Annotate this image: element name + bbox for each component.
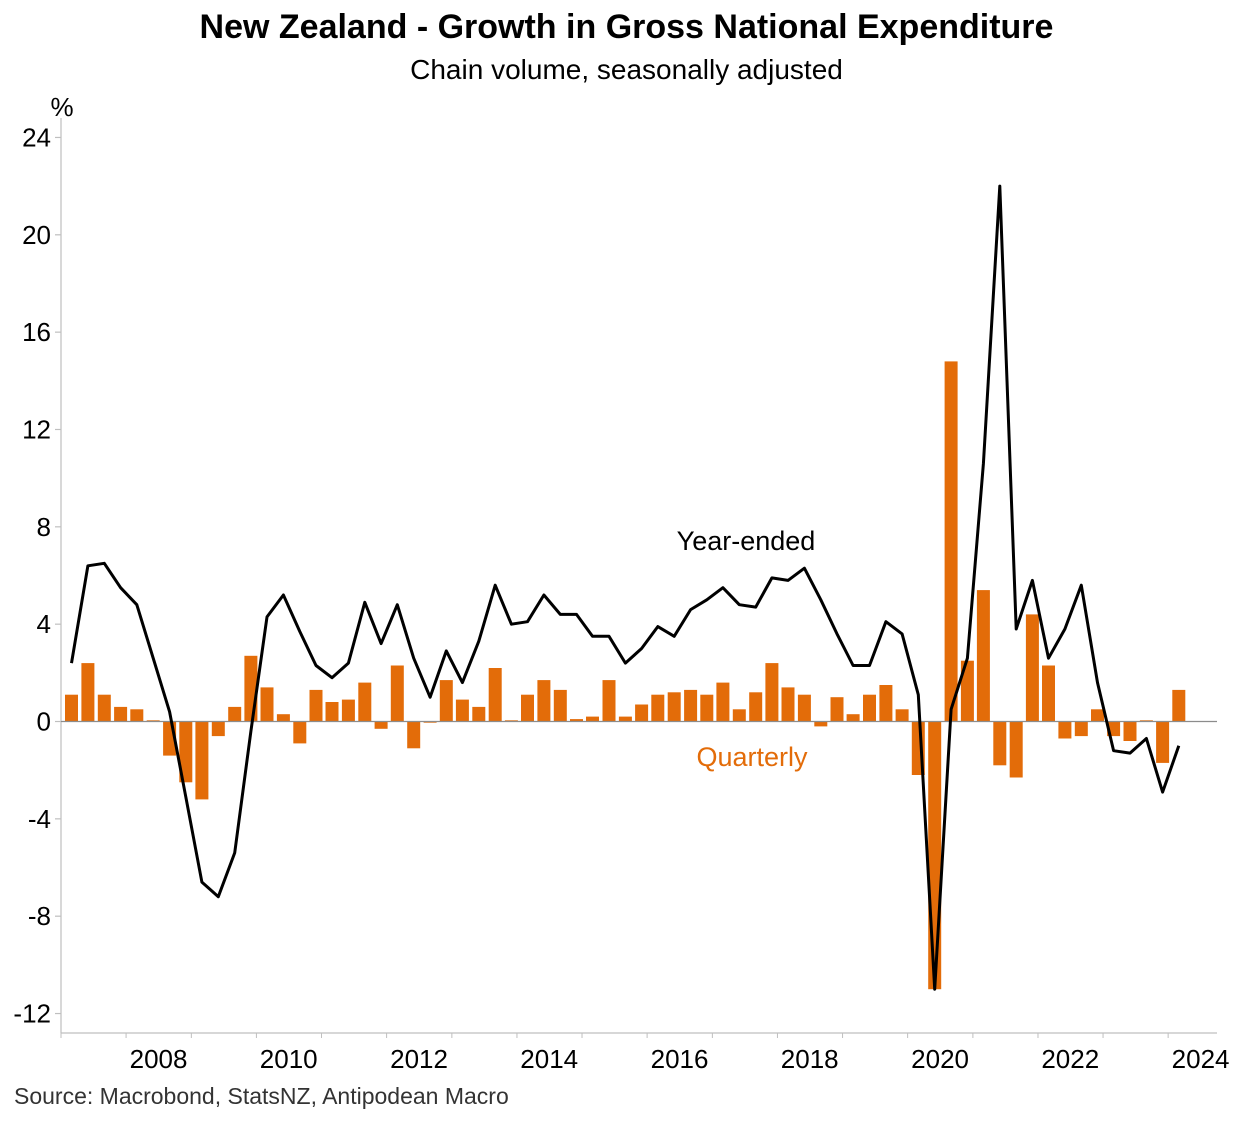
quarterly-bar [781, 687, 795, 722]
quarterly-bar [749, 692, 763, 722]
quarterly-bar [586, 716, 599, 722]
quarterly-bar [130, 709, 144, 722]
quarterly-bar [814, 721, 828, 727]
quarterly-bar [521, 694, 534, 722]
quarterly-bar [228, 706, 242, 722]
quarterly-bar [700, 694, 714, 722]
y-tick-label: 20 [22, 220, 51, 250]
quarterly-bar [293, 721, 307, 744]
chart-title: New Zealand - Growth in Gross National E… [199, 8, 1054, 46]
quarterly-bars [65, 361, 1186, 990]
source-note: Source: Macrobond, StatsNZ, Antipodean M… [14, 1083, 509, 1109]
quarterly-bar [553, 689, 567, 722]
x-tick-label: 2012 [390, 1044, 448, 1074]
quarterly-bar [944, 361, 958, 722]
quarterly-bar [390, 665, 404, 722]
quarterly-bar [325, 702, 339, 722]
quarterly-bar [341, 699, 355, 722]
y-tick-label: -4 [28, 804, 51, 834]
quarterly-bar [407, 721, 421, 749]
quarterly-bar [195, 721, 209, 800]
quarterly-bar [1123, 721, 1137, 741]
quarterly-bar [1025, 614, 1039, 722]
quarterly-bar [455, 699, 469, 722]
quarterly-bar [537, 680, 551, 722]
quarterly-series-label: Quarterly [696, 742, 808, 772]
quarterly-bar [97, 694, 111, 722]
quarterly-bar [732, 709, 746, 722]
axes [55, 118, 1217, 1038]
y-tick-label: 4 [37, 609, 51, 639]
chart-subtitle: Chain volume, seasonally adjusted [410, 54, 843, 85]
x-tick-label: 2010 [260, 1044, 318, 1074]
quarterly-bar [211, 721, 225, 737]
quarterly-bar [879, 685, 893, 722]
x-tick-label: 2018 [781, 1044, 839, 1074]
quarterly-bar [504, 720, 518, 722]
quarterly-bar [146, 720, 160, 722]
quarterly-bar [488, 668, 502, 722]
quarterly-bar [976, 590, 990, 722]
quarterly-bar [1074, 721, 1088, 737]
y-tick-label: 24 [22, 122, 51, 152]
quarterly-bar [260, 687, 274, 722]
year-ended-line [70, 184, 1181, 991]
quarterly-bar [1058, 721, 1072, 739]
quarterly-bar [765, 663, 779, 722]
quarterly-bar [439, 680, 453, 722]
x-tick-label: 2024 [1172, 1044, 1230, 1074]
quarterly-bar [374, 721, 388, 729]
quarterly-bar [830, 697, 844, 722]
y-tick-label: 0 [37, 707, 51, 737]
quarterly-bar [1172, 689, 1186, 722]
y-tick-label: -8 [28, 901, 51, 931]
quarterly-bar [472, 706, 486, 722]
quarterly-bar [358, 682, 372, 722]
year-ended-line-group [70, 184, 1181, 991]
quarterly-bar [863, 694, 876, 722]
quarterly-bar [797, 694, 811, 722]
x-tick-label: 2016 [651, 1044, 709, 1074]
quarterly-bar [1091, 709, 1104, 722]
quarterly-bar [309, 689, 323, 722]
quarterly-bar [667, 692, 681, 722]
quarterly-bar [846, 714, 860, 722]
y-tick-label: 16 [22, 317, 51, 347]
quarterly-bar [716, 682, 730, 722]
quarterly-bar [618, 716, 632, 722]
quarterly-bar [602, 680, 616, 722]
x-tick-label: 2022 [1041, 1044, 1099, 1074]
quarterly-bar [960, 660, 974, 722]
quarterly-bar [635, 704, 649, 722]
quarterly-bar [684, 689, 698, 722]
quarterly-bar [651, 694, 665, 722]
y-tick-label: 8 [37, 512, 51, 542]
y-axis-unit-label: % [50, 92, 73, 122]
quarterly-bar [1009, 721, 1023, 778]
y-tick-label: 12 [22, 414, 51, 444]
x-tick-label: 2020 [911, 1044, 969, 1074]
quarterly-bar [895, 709, 909, 722]
quarterly-bar [179, 721, 193, 783]
quarterly-bar [993, 721, 1007, 766]
x-tick-label: 2014 [520, 1044, 578, 1074]
quarterly-bar [276, 714, 290, 722]
quarterly-bar [928, 721, 942, 990]
y-tick-label: -12 [13, 999, 51, 1029]
quarterly-bar [1042, 665, 1055, 722]
x-tick-label: 2008 [130, 1044, 188, 1074]
quarterly-bar [1156, 721, 1170, 763]
quarterly-bar [65, 694, 78, 722]
quarterly-bar [1139, 720, 1153, 722]
quarterly-bar [81, 663, 95, 722]
quarterly-bar [114, 706, 128, 722]
quarterly-bar [570, 719, 583, 722]
year-ended-series-label: Year-ended [677, 526, 816, 556]
